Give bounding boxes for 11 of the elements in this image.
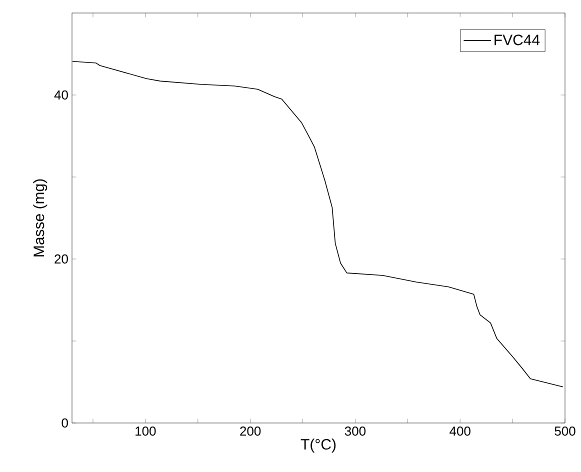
x-axis-title: T(°C) — [300, 438, 336, 453]
x-tick-label: 100 — [136, 426, 156, 436]
x-tick-label: 300 — [344, 426, 366, 436]
y-axis-title: Masse (mg) — [33, 179, 48, 256]
x-tick-label: 200 — [240, 426, 261, 436]
y-tick-label: 40 — [54, 90, 68, 100]
y-tick-label: 20 — [54, 254, 68, 264]
y-tick-label: 0 — [62, 418, 68, 428]
x-tick-label: 400 — [450, 426, 470, 436]
x-tick-label: 500 — [554, 426, 576, 436]
legend-label: FVC44 — [494, 34, 540, 46]
